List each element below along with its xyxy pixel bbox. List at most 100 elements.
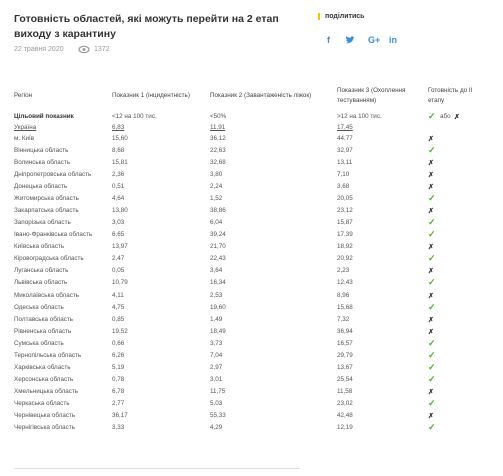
region: Донецька область — [14, 183, 68, 191]
status: ✓ — [428, 361, 436, 372]
value-cell: 11,58 — [337, 387, 353, 395]
value-cell: 3,80 — [210, 171, 223, 179]
region: Волинська область — [14, 159, 71, 167]
google-plus[interactable]: G+ — [368, 35, 381, 45]
value-cell: 13,80 — [112, 207, 128, 215]
value-cell: 13,67 — [337, 363, 353, 371]
status: ✓ — [428, 253, 436, 264]
region: Івано-Франківська область — [14, 231, 93, 239]
region: Кіровоградська область — [14, 255, 84, 263]
value-cell: 7,04 — [210, 351, 223, 359]
region: Харківська область — [14, 363, 71, 371]
value-cell: 3,01 — [210, 375, 223, 383]
value-cell: 16,57 — [337, 339, 353, 347]
cross-icon: ✗ — [454, 114, 460, 121]
value-cell: 2,97 — [210, 363, 223, 371]
value-cell: 15,81 — [112, 159, 128, 167]
region: Херсонська область — [14, 375, 74, 383]
linkedin[interactable]: in — [389, 35, 397, 45]
value-cell: 16,34 — [210, 279, 226, 287]
column-header: Показник 2 (Завантаженість ліжок) — [210, 92, 312, 99]
value-cell: 39,24 — [210, 231, 226, 239]
value-cell: 2,53 — [210, 291, 223, 299]
region: Львівська область — [14, 279, 68, 287]
value-cell: 0,51 — [112, 183, 125, 191]
value-cell: 36,17 — [112, 411, 128, 419]
status: ✓ — [428, 349, 436, 360]
region: Житомирська область — [14, 195, 79, 203]
target-cell: Цільовий показник — [14, 113, 74, 120]
value-cell: 2,77 — [112, 399, 125, 407]
status: ✗ — [428, 244, 434, 252]
value-cell: 32,97 — [337, 147, 353, 155]
value-cell: 18,92 — [337, 243, 353, 251]
total-cell: 6,83 — [112, 124, 125, 131]
value-cell: 15,68 — [337, 303, 353, 311]
value-cell: 0,85 — [112, 315, 125, 323]
value-cell: 23,12 — [337, 207, 353, 215]
target-cell: <50% — [210, 113, 227, 120]
status: ✓ — [428, 421, 436, 432]
value-cell: 19,60 — [210, 303, 226, 311]
target-cell: >12 на 100 тис. — [337, 113, 382, 120]
column-header: Регіон — [14, 92, 33, 99]
value-cell: 6,65 — [112, 231, 125, 239]
region: Закарпатська область — [14, 207, 79, 215]
region: Київська область — [14, 243, 65, 251]
value-cell: 11,75 — [210, 387, 226, 395]
value-cell: 20,92 — [337, 255, 353, 263]
value-cell: 18,49 — [210, 327, 226, 335]
status: ✗ — [428, 412, 434, 420]
status: ✗ — [428, 184, 434, 192]
value-cell: 44,77 — [337, 135, 353, 142]
value-cell: 3,68 — [337, 183, 350, 191]
status: ✓ — [428, 145, 436, 156]
value-cell: 4,11 — [112, 291, 124, 299]
value-cell: 0,78 — [112, 375, 125, 383]
region: Одеська область — [14, 303, 64, 311]
status: ✓ — [428, 337, 436, 348]
column-header: Показник 1 (інцидентність) — [112, 92, 190, 99]
value-cell: 2,23 — [337, 267, 350, 275]
region: Сумська область — [14, 339, 64, 347]
value-cell: 8,68 — [112, 147, 125, 155]
value-cell: 3,33 — [112, 423, 125, 431]
value-cell: 25,54 — [337, 375, 353, 383]
value-cell: 7,32 — [337, 315, 350, 323]
status: ✗ — [428, 172, 434, 180]
views-icon — [78, 45, 90, 54]
status: ✗ — [428, 160, 434, 168]
value-cell: 0,05 — [112, 267, 125, 275]
region: Черкаська область — [14, 399, 70, 407]
value-cell: 6,04 — [210, 219, 223, 227]
value-cell: 6,26 — [112, 351, 125, 359]
value-cell: 22,43 — [210, 255, 226, 263]
value-cell: 38,86 — [210, 207, 226, 215]
date: 22 травня 2020 — [14, 46, 64, 53]
value-cell: 32,68 — [210, 159, 226, 167]
check-icon: ✓ — [428, 111, 436, 121]
status: ✗ — [428, 388, 434, 396]
status: ✓ — [428, 373, 436, 384]
region: Чернівецька область — [14, 411, 76, 419]
value-cell: 17,39 — [337, 231, 353, 239]
target-cell: <12 на 100 тис. — [112, 113, 157, 120]
value-cell: 12,43 — [337, 279, 353, 287]
column-header: Показник 3 (Охоплення тестуванням) — [337, 87, 406, 104]
value-cell: 22,63 — [210, 147, 226, 155]
status: ✓ — [428, 193, 436, 204]
status: ✗ — [428, 316, 434, 324]
divider — [14, 468, 300, 469]
value-cell: 42,48 — [337, 411, 353, 419]
title: Готовність областей, які можуть перейти … — [14, 13, 279, 40]
value-cell: 4,75 — [112, 303, 125, 311]
value-cell: 4,29 — [210, 423, 223, 431]
value-cell: 15,60 — [112, 135, 128, 142]
twitter[interactable] — [345, 36, 355, 45]
value-cell: 21,70 — [210, 243, 226, 251]
total-cell: 17,45 — [337, 124, 353, 131]
facebook[interactable]: f — [327, 35, 330, 45]
value-cell: 2,47 — [112, 255, 125, 263]
status: ✗ — [428, 136, 434, 143]
